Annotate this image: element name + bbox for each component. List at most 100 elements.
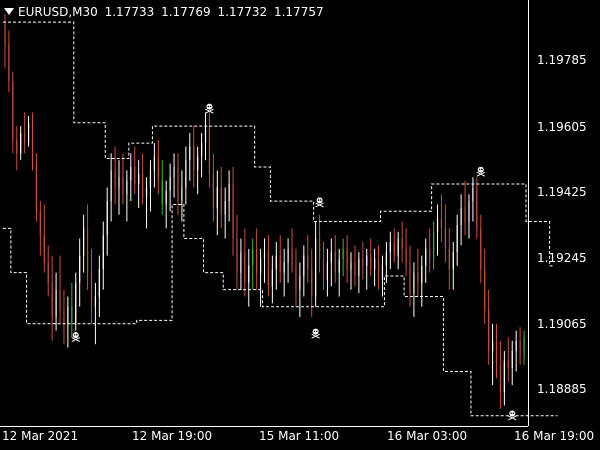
crossbone xyxy=(71,337,80,343)
candle-body xyxy=(346,248,348,270)
candle-body xyxy=(499,364,502,392)
candle-body xyxy=(322,259,325,280)
price-label: 1.19605 xyxy=(537,120,587,134)
candle xyxy=(346,235,348,283)
candle-body xyxy=(318,238,321,260)
candle xyxy=(401,221,403,263)
candle-body xyxy=(366,255,368,266)
candle xyxy=(370,238,372,277)
candle xyxy=(358,252,360,294)
candle xyxy=(385,241,388,283)
candle-body xyxy=(436,218,439,232)
candle xyxy=(476,177,478,239)
candle-body xyxy=(47,262,49,283)
candle-body xyxy=(271,269,273,287)
chart-header: EURUSD,M30 1.17733 1.17769 1.17732 1.177… xyxy=(4,5,327,19)
crossbone xyxy=(205,108,214,114)
candle-body xyxy=(519,340,521,355)
candle xyxy=(484,248,486,324)
candle xyxy=(389,231,391,270)
candle xyxy=(421,255,423,307)
candle xyxy=(55,272,57,331)
candle-body xyxy=(350,262,352,270)
candle-body xyxy=(256,248,258,273)
candle-body xyxy=(460,207,462,225)
candle-body xyxy=(425,248,427,266)
candle-body xyxy=(157,156,159,181)
candle xyxy=(248,248,250,307)
candle xyxy=(279,235,281,283)
candle xyxy=(114,146,116,205)
candle xyxy=(173,153,175,198)
time-label: 16 Mar 03:00 xyxy=(387,429,468,443)
candle-body xyxy=(283,262,285,273)
candle-body xyxy=(338,259,340,273)
candle xyxy=(75,272,77,331)
price-label: 1.19785 xyxy=(537,53,587,67)
skull-eye xyxy=(315,330,318,333)
candle xyxy=(374,248,376,287)
candle-body xyxy=(236,238,238,273)
candle xyxy=(208,112,211,188)
candle-body xyxy=(4,23,6,45)
candle-body xyxy=(75,282,77,324)
candle-body xyxy=(83,228,85,256)
candle xyxy=(303,245,305,297)
price-label: 1.19245 xyxy=(537,251,587,265)
candle-body xyxy=(177,166,179,202)
candle xyxy=(413,262,415,317)
candle-body xyxy=(59,289,61,311)
candle-body xyxy=(377,259,380,280)
skull-crossbones-icon xyxy=(71,332,80,343)
triangle-down-icon[interactable] xyxy=(4,8,14,15)
candle xyxy=(161,160,163,215)
candle-body xyxy=(480,228,482,270)
candle xyxy=(425,238,427,283)
candle xyxy=(35,153,38,222)
candle xyxy=(122,153,124,205)
candle-body xyxy=(86,228,89,273)
skull-crossbones-icon xyxy=(315,197,324,208)
candle xyxy=(67,296,69,348)
skull-shape xyxy=(312,328,319,335)
candle xyxy=(499,340,502,409)
time-label: 16 Mar 19:00 xyxy=(514,429,595,443)
candle xyxy=(263,238,266,283)
candle-body xyxy=(165,190,167,205)
candle-body xyxy=(212,173,214,208)
candle xyxy=(283,248,285,297)
candle-body xyxy=(429,248,431,260)
skull-crossbones-icon xyxy=(508,410,517,421)
candle xyxy=(189,132,191,181)
time-label: 12 Mar 2021 xyxy=(2,429,79,443)
candle xyxy=(8,30,10,93)
candle xyxy=(31,112,34,171)
candle xyxy=(252,238,254,290)
candle-body xyxy=(102,235,104,270)
candle xyxy=(511,340,513,386)
candle-body xyxy=(511,351,513,369)
skull-eye xyxy=(76,333,78,336)
candle-body xyxy=(130,166,132,181)
candle xyxy=(228,170,230,222)
channel-upper-line xyxy=(3,21,554,267)
candle-body xyxy=(515,340,517,352)
candle xyxy=(83,214,85,273)
candle xyxy=(338,248,340,297)
candle xyxy=(259,248,262,307)
candle-body xyxy=(35,163,38,212)
candle xyxy=(90,248,93,324)
candle-body xyxy=(491,340,494,352)
candle xyxy=(472,177,474,222)
candle xyxy=(460,194,462,246)
price-label: 1.19065 xyxy=(537,317,587,331)
candle-body xyxy=(468,201,470,222)
candle-body xyxy=(27,122,30,144)
channel-lower-line xyxy=(3,203,558,417)
candle-body xyxy=(342,248,344,260)
candle xyxy=(491,323,494,386)
candle xyxy=(43,204,45,273)
candle-body xyxy=(252,248,254,266)
candle xyxy=(98,255,100,317)
